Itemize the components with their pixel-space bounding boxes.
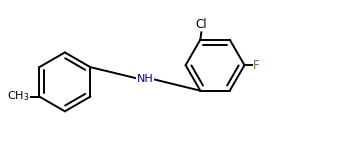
Text: Cl: Cl <box>196 18 207 31</box>
Text: F: F <box>253 59 259 72</box>
Text: CH$_3$: CH$_3$ <box>7 90 29 104</box>
Text: NH: NH <box>137 74 154 84</box>
